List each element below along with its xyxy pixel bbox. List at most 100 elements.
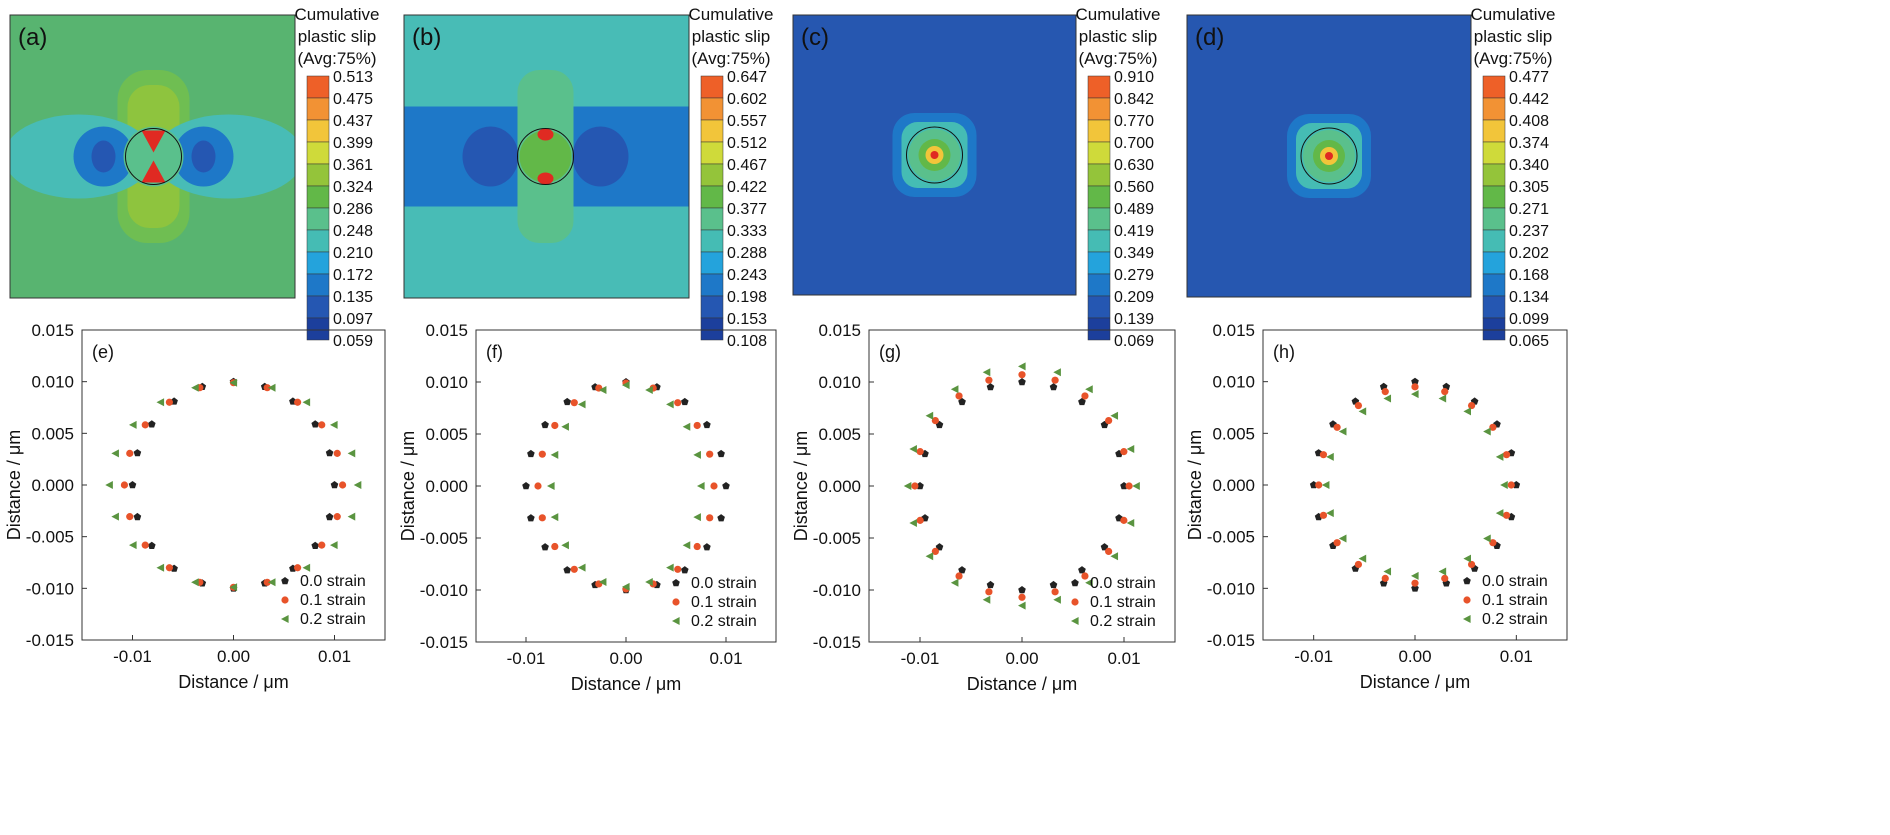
x-tick-label: 0.01 <box>318 647 351 666</box>
data-point <box>674 399 682 407</box>
hotspot-center <box>1325 152 1333 160</box>
data-point <box>1489 423 1497 431</box>
data-point <box>353 481 362 489</box>
data-point <box>1319 511 1328 519</box>
data-point <box>1411 390 1419 399</box>
y-tick-label: 0.000 <box>425 477 468 496</box>
colorbar-band <box>1482 317 1506 341</box>
panel-frame <box>792 14 1077 296</box>
legend-label: 0.1 strain <box>691 594 757 611</box>
inclusion-fill <box>123 126 184 187</box>
panel-label: (g) <box>879 342 901 362</box>
data-point <box>903 482 912 490</box>
data-point <box>165 564 173 572</box>
colorbar-value: 0.477 <box>1509 69 1549 86</box>
y-tick-label: 0.005 <box>31 424 74 443</box>
colorbar-value: 0.139 <box>1114 311 1154 328</box>
colorbar-value: 0.512 <box>727 135 767 152</box>
colorbar-value: 0.209 <box>1114 289 1154 306</box>
data-point <box>141 421 149 429</box>
colorbar-band <box>306 97 330 121</box>
data-point <box>318 421 326 429</box>
data-point <box>598 386 607 395</box>
data-point <box>267 578 276 587</box>
data-point <box>1411 579 1419 587</box>
data-point <box>1081 392 1089 400</box>
colorbar-band <box>306 163 330 187</box>
data-point <box>693 513 701 522</box>
hotspot-bottom <box>141 160 166 183</box>
colorbar-value: 0.172 <box>333 267 373 284</box>
data-point <box>133 512 142 521</box>
data-point <box>1411 383 1419 391</box>
data-point <box>1018 362 1026 371</box>
data-point <box>1105 547 1113 556</box>
data-point <box>622 381 630 390</box>
panel-frame <box>403 14 690 299</box>
data-point <box>1467 401 1476 410</box>
data-point <box>985 588 993 596</box>
data-point <box>645 577 653 586</box>
legend-label: 0.0 strain <box>691 575 757 592</box>
colorbar-value: 0.333 <box>727 223 767 240</box>
inclusion-boundary <box>125 128 182 185</box>
x-axis-label: Distance / μm <box>178 672 288 692</box>
colorbar-title: plastic slip <box>692 27 770 46</box>
colorbar-value: 0.630 <box>1114 157 1154 174</box>
panel-label: (h) <box>1273 342 1295 362</box>
data-point <box>1110 552 1119 561</box>
colorbar-value: 0.408 <box>1509 113 1549 130</box>
data-point <box>955 572 963 580</box>
y-axis-label: Distance / μm <box>4 430 24 540</box>
data-point <box>645 386 653 395</box>
colorbar-band <box>1482 251 1506 275</box>
colorbar-value: 0.647 <box>727 69 767 86</box>
y-tick-label: 0.005 <box>425 425 468 444</box>
data-point <box>294 398 302 406</box>
colorbar-band <box>1482 163 1506 187</box>
data-point <box>1500 481 1508 489</box>
y-tick-label: -0.010 <box>1207 579 1255 598</box>
colorbar-value: 0.422 <box>727 179 767 196</box>
data-point <box>1438 567 1447 576</box>
data-point <box>1120 448 1128 456</box>
data-point <box>1125 482 1133 490</box>
data-point <box>1120 516 1128 524</box>
colorbar-band <box>306 119 330 143</box>
y-tick-label: -0.010 <box>26 579 74 598</box>
data-point <box>982 368 991 377</box>
data-point <box>931 547 939 556</box>
panel-frame <box>1186 14 1472 298</box>
colorbar-band <box>700 229 724 253</box>
colorbar-value: 0.700 <box>1114 135 1154 152</box>
colorbar-title: plastic slip <box>1474 27 1552 46</box>
data-point <box>330 420 338 429</box>
data-point <box>1081 572 1089 580</box>
data-point <box>1354 560 1363 569</box>
data-point <box>1078 566 1086 574</box>
data-point <box>958 566 966 574</box>
data-point <box>534 482 542 490</box>
data-point <box>550 513 559 522</box>
y-tick-label: 0.010 <box>818 373 861 392</box>
data-point <box>541 543 549 551</box>
data-point <box>1507 481 1515 489</box>
data-point <box>1126 445 1135 454</box>
colorbar-value: 0.489 <box>1114 201 1154 218</box>
data-point <box>909 445 917 454</box>
legend-marker <box>1071 617 1079 625</box>
data-point <box>538 514 546 522</box>
data-point <box>1049 580 1058 589</box>
data-point <box>267 383 276 392</box>
data-point <box>347 512 356 521</box>
x-tick-label: 0.01 <box>1500 647 1533 666</box>
colorbar-band <box>1482 141 1506 165</box>
data-point <box>229 378 238 387</box>
data-point <box>1319 451 1328 459</box>
contour-panel-c: (c) Cumulative plastic slip (Avg:75%)0.910 0… <box>792 5 1161 350</box>
y-axis-label: Distance / μm <box>398 431 418 541</box>
data-point <box>1441 574 1449 582</box>
colorbar-title: Cumulative <box>1470 5 1555 24</box>
data-point <box>1051 376 1059 384</box>
colorbar-title: (Avg:75%) <box>1078 49 1157 68</box>
